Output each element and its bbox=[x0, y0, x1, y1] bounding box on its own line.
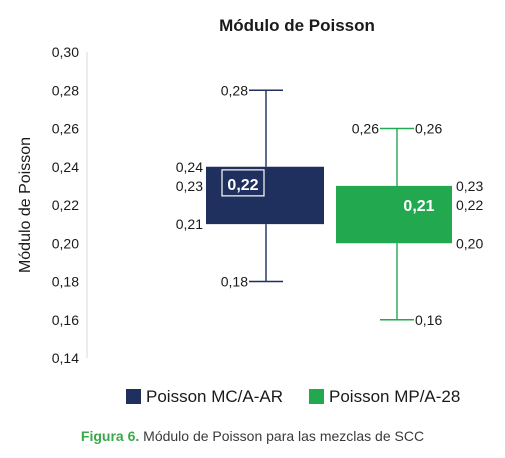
legend-swatch bbox=[309, 389, 324, 404]
legend: Poisson MC/A-AR Poisson MP/A-28 bbox=[126, 387, 460, 406]
center-value-label: 0,22 bbox=[227, 177, 258, 194]
poisson-boxplot-chart: Módulo de Poisson Módulo de Poisson 0,30… bbox=[17, 16, 484, 406]
y-tick-label: 0,28 bbox=[52, 82, 79, 98]
median-value-label: 0,22 bbox=[456, 197, 483, 213]
box-series-1: 0,22 0,28 0,18 0,24 0,23 0,21 bbox=[176, 82, 324, 290]
box-series: 0,22 0,28 0,18 0,24 0,23 0,21 0,21 0,26 0,26 0,16… bbox=[176, 82, 484, 328]
y-tick-label: 0,20 bbox=[52, 235, 79, 251]
y-tick-label: 0,18 bbox=[52, 274, 79, 290]
median-value-label: 0,23 bbox=[176, 178, 203, 194]
caption-text: Módulo de Poisson para las mezclas de SC… bbox=[139, 428, 425, 444]
y-tick-label: 0,14 bbox=[52, 350, 79, 366]
q1-value-label: 0,20 bbox=[456, 235, 483, 251]
legend-swatch bbox=[126, 389, 141, 404]
caption-figure-number: Figura 6. bbox=[80, 428, 140, 444]
center-label-frame bbox=[221, 169, 265, 197]
q1-value-label: 0,21 bbox=[176, 216, 203, 232]
y-tick-label: 0,26 bbox=[52, 121, 79, 137]
q3-value-label: 0,24 bbox=[176, 159, 203, 175]
box-iqr bbox=[336, 185, 452, 244]
y-tick-label: 0,16 bbox=[52, 312, 79, 328]
max-value-label: 0,26 bbox=[415, 121, 442, 137]
y-tick-label: 0,30 bbox=[52, 44, 79, 60]
min-value-label: 0,16 bbox=[415, 312, 442, 328]
y-tick-label: 0,24 bbox=[52, 159, 79, 175]
legend-label: Poisson MP/A-28 bbox=[329, 387, 460, 406]
y-axis-label: Módulo de Poisson bbox=[17, 137, 34, 273]
max-value-label: 0,28 bbox=[221, 82, 248, 98]
min-value-label: 0,18 bbox=[221, 274, 248, 290]
figure-caption: Figura 6. Módulo de Poisson para las mez… bbox=[0, 428, 505, 444]
y-tick-label: 0,22 bbox=[52, 197, 79, 213]
max-value-label: 0,26 bbox=[352, 121, 379, 137]
q3-value-label: 0,23 bbox=[456, 178, 483, 194]
box-series-2: 0,21 0,26 0,26 0,16 0,23 0,22 0,20 bbox=[336, 121, 483, 328]
center-value-label: 0,21 bbox=[403, 198, 434, 215]
y-tick-labels: 0,30 0,28 0,26 0,24 0,22 0,20 0,18 0,16 0,14 bbox=[52, 44, 79, 366]
chart-title: Módulo de Poisson bbox=[219, 16, 375, 35]
legend-label: Poisson MC/A-AR bbox=[146, 387, 283, 406]
